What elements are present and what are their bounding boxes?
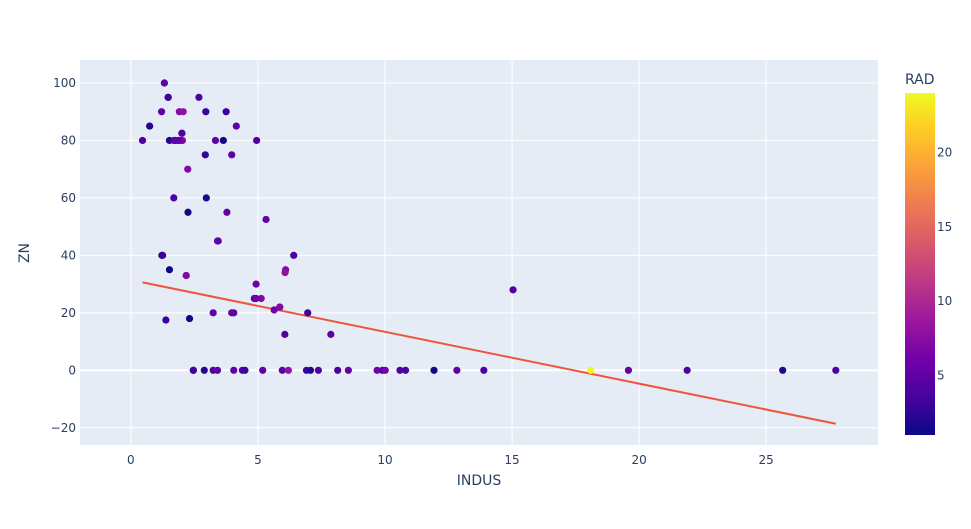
data-point bbox=[401, 366, 410, 374]
y-tick-label: 60 bbox=[61, 191, 76, 205]
y-tick-label: 80 bbox=[61, 133, 76, 147]
y-tick-label: 0 bbox=[68, 363, 76, 377]
data-point bbox=[214, 237, 222, 245]
data-point bbox=[252, 280, 260, 288]
data-point bbox=[252, 294, 260, 303]
data-point bbox=[184, 208, 192, 216]
data-point bbox=[396, 366, 404, 374]
data-point bbox=[304, 309, 312, 317]
y-tick-label: 100 bbox=[53, 76, 76, 90]
colorbar-tick-label: 15 bbox=[937, 220, 952, 234]
y-tick-label: 20 bbox=[61, 306, 76, 320]
colorbar-tick-label: 10 bbox=[937, 294, 952, 308]
data-point bbox=[185, 314, 194, 323]
trendline-layer bbox=[142, 281, 837, 425]
data-point bbox=[182, 271, 190, 280]
data-point bbox=[290, 251, 298, 259]
colorbar-tick-label: 5 bbox=[937, 369, 945, 383]
data-point bbox=[683, 366, 691, 374]
data-point bbox=[179, 108, 187, 116]
data-point bbox=[201, 151, 209, 159]
y-tick-label: 40 bbox=[61, 248, 76, 262]
data-point bbox=[230, 309, 238, 317]
data-point bbox=[509, 286, 517, 294]
x-tick-label: 15 bbox=[504, 453, 519, 467]
data-point bbox=[228, 151, 236, 159]
data-point bbox=[381, 366, 389, 374]
data-point bbox=[281, 330, 289, 338]
data-point bbox=[257, 294, 265, 303]
data-point bbox=[209, 309, 217, 317]
data-point bbox=[213, 366, 222, 374]
data-point bbox=[195, 93, 203, 101]
data-point bbox=[223, 208, 231, 216]
data-point bbox=[430, 366, 438, 374]
data-point bbox=[262, 215, 270, 224]
data-point bbox=[281, 269, 289, 277]
data-point bbox=[624, 366, 633, 374]
x-tick-labels: 0 5 10 15 20 25 bbox=[127, 453, 774, 467]
data-point bbox=[270, 306, 278, 314]
data-point bbox=[253, 136, 261, 145]
data-point bbox=[162, 316, 170, 324]
data-point bbox=[160, 79, 168, 87]
data-point bbox=[211, 136, 220, 145]
plot-background bbox=[80, 60, 878, 445]
x-tick-label: 25 bbox=[759, 453, 774, 467]
data-point bbox=[373, 366, 381, 374]
y-tick-labels: −20 0 20 40 60 80 100 bbox=[51, 76, 76, 435]
data-point bbox=[276, 303, 284, 311]
data-point bbox=[138, 136, 147, 145]
data-point bbox=[230, 366, 238, 374]
data-point bbox=[158, 251, 166, 259]
data-point bbox=[202, 108, 210, 116]
data-point bbox=[178, 129, 186, 137]
data-point bbox=[157, 108, 166, 116]
data-point bbox=[453, 366, 461, 374]
x-tick-label: 5 bbox=[254, 453, 262, 467]
data-point bbox=[222, 108, 230, 116]
data-point bbox=[480, 366, 488, 374]
colorbar: RAD 5 10 15 20 bbox=[905, 72, 952, 435]
data-point bbox=[278, 366, 286, 374]
data-point bbox=[241, 366, 249, 374]
data-point bbox=[189, 366, 197, 374]
colorbar-tick-label: 20 bbox=[937, 145, 952, 159]
data-point bbox=[219, 136, 227, 145]
data-point bbox=[146, 122, 154, 130]
data-point bbox=[200, 366, 208, 374]
x-tick-label: 10 bbox=[377, 453, 392, 467]
x-tick-label: 0 bbox=[127, 453, 135, 467]
data-point bbox=[306, 366, 315, 374]
data-point bbox=[165, 266, 174, 274]
data-point bbox=[284, 366, 292, 374]
data-point bbox=[779, 366, 787, 374]
data-point bbox=[170, 194, 178, 202]
data-point bbox=[344, 366, 352, 374]
trendline bbox=[142, 281, 837, 425]
data-point bbox=[175, 136, 183, 145]
data-point bbox=[164, 93, 172, 101]
data-point bbox=[327, 330, 335, 338]
x-tick-label: 20 bbox=[631, 453, 646, 467]
data-point bbox=[832, 366, 840, 374]
data-point bbox=[314, 366, 322, 374]
data-point bbox=[184, 165, 192, 173]
y-tick-label: −20 bbox=[51, 421, 76, 435]
data-point bbox=[334, 366, 342, 374]
colorbar-gradient bbox=[905, 93, 935, 435]
y-axis-title: ZN bbox=[17, 243, 33, 263]
data-points bbox=[138, 79, 840, 374]
data-point bbox=[587, 366, 595, 374]
data-point bbox=[232, 122, 240, 130]
data-point bbox=[259, 366, 267, 374]
colorbar-title: RAD bbox=[905, 72, 935, 88]
data-point bbox=[202, 194, 210, 202]
x-axis-title: INDUS bbox=[457, 473, 502, 489]
